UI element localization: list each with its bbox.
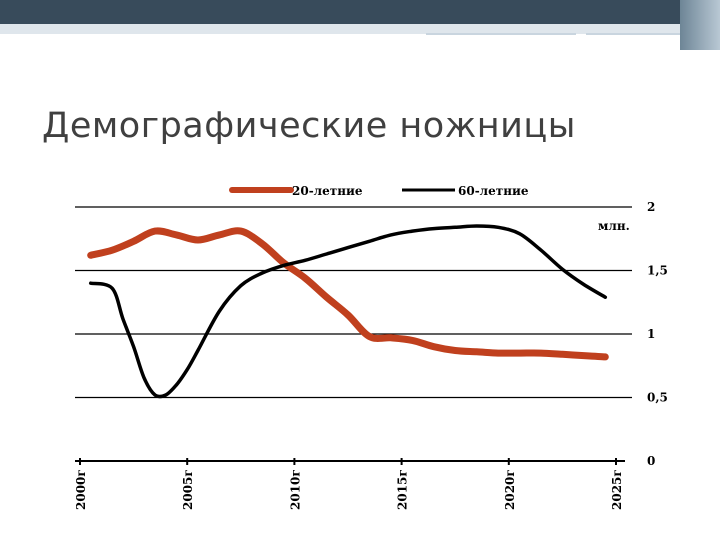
gridlines [75,206,632,399]
header-band-corner [680,0,720,50]
header-accent-line [426,33,576,35]
y-tick-label: 1,5 [647,264,668,278]
header-accent-line [586,33,680,35]
legend: 20-летние 60-летние [229,184,529,198]
tick-labels: 0 0,5 1 1,5 2 2000г 2005г 2010г 2015г 2020г 2025г [74,200,668,510]
x-tick-label: 2025г [610,469,624,510]
legend-label-60: 60-летние [458,184,529,198]
x-tick-label: 2020г [503,469,517,510]
x-axis [75,458,625,465]
x-tick-label: 2005г [181,469,195,510]
x-tick-label: 2000г [74,469,88,510]
header-band-light [0,24,720,34]
y-tick-label: 1 [647,327,655,341]
slide-title: Демографические ножницы [42,106,576,146]
series-line-20 [87,227,609,361]
header-band-dark [0,0,720,24]
y-tick-label: 0,5 [647,391,668,405]
series-line-60 [88,224,608,399]
legend-label-20: 20-летние [292,184,363,198]
y-axis-unit-label: млн. [598,219,630,233]
y-tick-label: 0 [647,454,655,468]
x-tick-label: 2010г [288,469,302,510]
series-lines [87,224,609,399]
y-tick-label: 2 [647,200,655,214]
x-tick-label: 2015г [396,469,410,510]
